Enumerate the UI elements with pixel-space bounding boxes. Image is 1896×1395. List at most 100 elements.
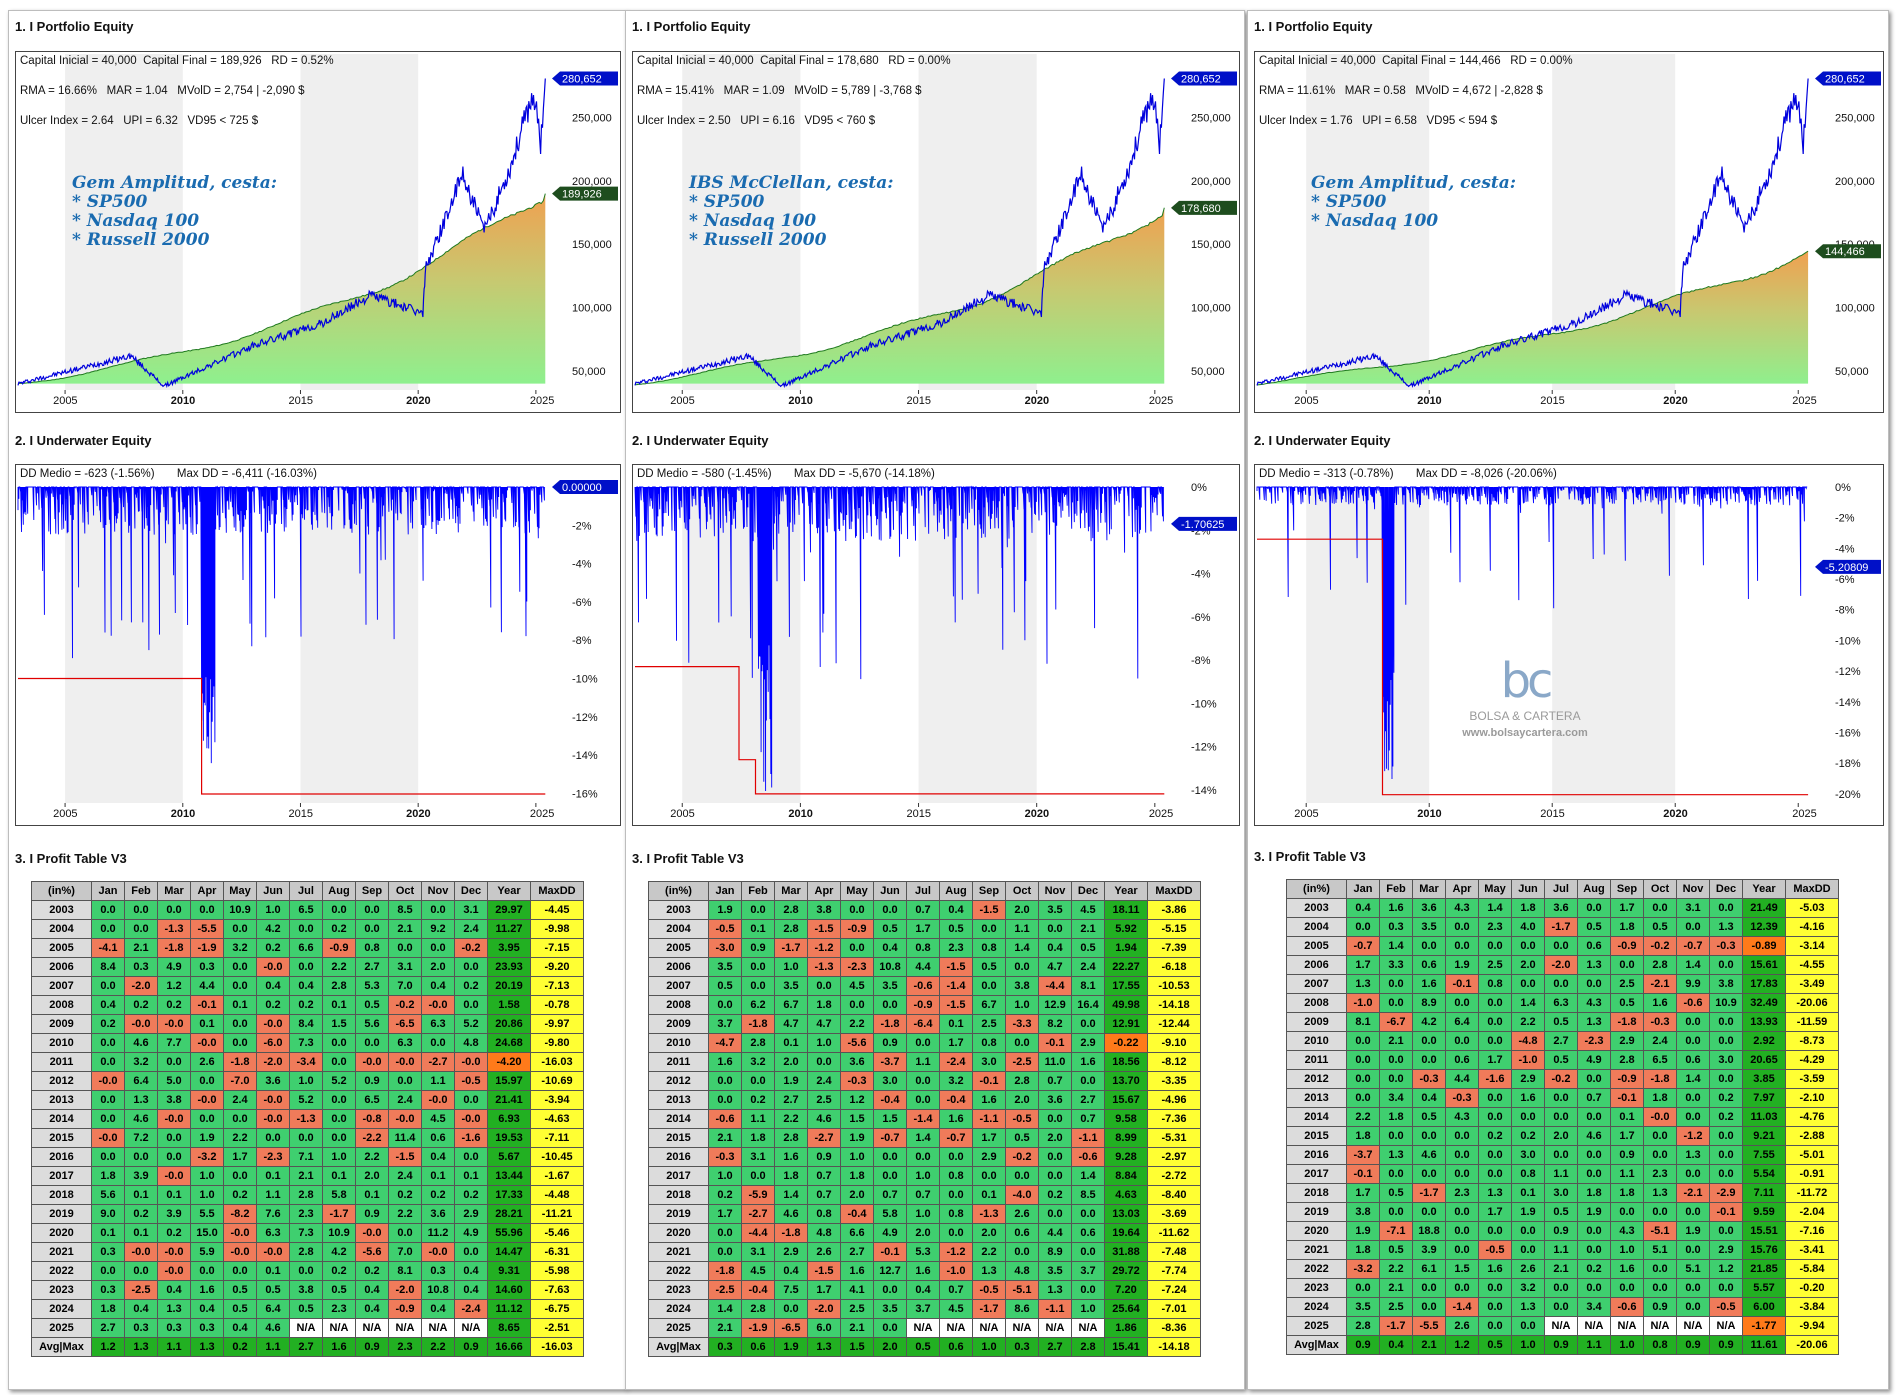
value-cell: 0.0	[741, 957, 775, 977]
value-cell: 0.6	[1577, 936, 1611, 956]
value-cell: 2.8	[1610, 1050, 1644, 1070]
equity-stat-line: Ulcer Index = 1.76 UPI = 6.58 VD95 < 594…	[1259, 115, 1498, 127]
value-cell: 5.2	[289, 1090, 323, 1110]
value-cell: -7.48	[1147, 1242, 1201, 1262]
value-cell: 0.9	[1544, 1221, 1578, 1241]
value-cell: 1.3	[1511, 1297, 1545, 1317]
footer-cell: 1.1	[1577, 1335, 1611, 1355]
value-cell: 0.0	[873, 1147, 907, 1167]
value-cell: -5.03	[1785, 898, 1839, 918]
value-cell: -0.5	[972, 1280, 1006, 1300]
value-cell: 3.6	[840, 1052, 874, 1072]
value-cell: 15.97	[487, 1071, 531, 1091]
equity-x-tick: 2025	[1149, 395, 1173, 407]
benchmark-line	[634, 78, 1165, 389]
value-cell: 0.0	[1610, 955, 1644, 975]
underwater-x-tick: 2015	[288, 808, 312, 820]
value-cell: 1.6	[906, 1261, 940, 1281]
underwater-x-tick: 2015	[907, 808, 931, 820]
value-cell: 18.8	[1412, 1221, 1446, 1241]
value-cell: -1.2	[939, 1242, 973, 1262]
year-label-cell: 2008	[1286, 993, 1347, 1013]
year-label-cell: 2013	[648, 1090, 709, 1110]
value-cell: -5.5	[1412, 1316, 1446, 1336]
footer-cell: 0.5	[906, 1337, 940, 1357]
value-cell: 0.0	[1478, 1221, 1512, 1241]
value-cell: -4.4	[741, 1223, 775, 1243]
equity-line	[634, 207, 1165, 386]
value-cell: 4.0	[1511, 917, 1545, 937]
drawdown-last-value-badge: -5.20809	[1815, 559, 1881, 574]
value-cell: 6.4	[124, 1071, 158, 1091]
value-cell: 1.4	[708, 1299, 742, 1319]
year-label-cell: 2010	[1286, 1031, 1347, 1051]
value-cell: 6.7	[972, 995, 1006, 1015]
value-cell: 0.0	[223, 957, 257, 977]
value-cell: 4.4	[190, 976, 224, 996]
value-cell: 3.9	[124, 1166, 158, 1186]
value-cell: 1.6	[1071, 1052, 1105, 1072]
value-cell: 2.5	[972, 1014, 1006, 1034]
value-cell: 0.0	[223, 976, 257, 996]
value-cell: -5.1	[1005, 1280, 1039, 1300]
value-cell: 2.2	[774, 1109, 808, 1129]
benchmark-last-value-badge: 280,652	[1815, 71, 1881, 86]
year-label-cell: 2005	[31, 938, 92, 958]
value-cell: -0.1	[1445, 974, 1479, 994]
value-cell: 2.1	[708, 1128, 742, 1148]
value-cell: 1.4	[1511, 993, 1545, 1013]
value-cell: -4.76	[1785, 1107, 1839, 1127]
table-row: 2010 0.0 4.6 7.7 -0.0 0.0 -6.0 7.3 0.0 0.0 6.3 0.0 4…	[31, 1033, 584, 1053]
value-cell: 0.0	[1038, 1204, 1072, 1224]
value-cell: 3.6	[1412, 898, 1446, 918]
value-cell: 0.0	[1412, 1050, 1446, 1070]
value-cell: 5.57	[1742, 1278, 1786, 1298]
value-cell: 1.4	[1005, 938, 1039, 958]
header-cell: Sep	[972, 881, 1006, 901]
value-cell: 2.5	[1379, 1297, 1413, 1317]
value-cell: 0.6	[1412, 955, 1446, 975]
value-cell: -3.7	[1346, 1145, 1380, 1165]
drawdown-line	[17, 485, 545, 764]
value-cell: 6.2	[741, 995, 775, 1015]
value-cell: 3.5	[708, 957, 742, 977]
value-cell: -5.98	[530, 1261, 584, 1281]
value-cell: 7.55	[1742, 1145, 1786, 1165]
header-cell: Aug	[1577, 879, 1611, 899]
value-cell: 0.3	[91, 1242, 125, 1262]
value-cell: -3.14	[1785, 936, 1839, 956]
value-cell: -6.0	[256, 1033, 290, 1053]
value-cell: -1.7	[1379, 1316, 1413, 1336]
value-cell: 1.5	[1445, 1259, 1479, 1279]
footer-cell: 2.3	[388, 1337, 422, 1357]
value-cell: 12.39	[1742, 917, 1786, 937]
value-cell: -0.0	[190, 1033, 224, 1053]
value-cell: 0.1	[741, 919, 775, 939]
value-cell: 3.6	[1038, 1090, 1072, 1110]
value-cell: 0.0	[223, 1033, 257, 1053]
equity-y-tick: 50,000	[1835, 366, 1869, 378]
underwater-x-tick: 2025	[530, 808, 554, 820]
value-cell: 1.1	[1544, 1164, 1578, 1184]
underwater-y-tick: -12%	[1835, 666, 1861, 678]
value-cell: 0.9	[807, 1147, 841, 1167]
value-cell: -0.1	[873, 1242, 907, 1262]
table-row: 2021 0.3 -0.0 -0.0 5.9 -0.0 -0.0 2.8 4.2 -5.6 7.0-…	[31, 1242, 584, 1262]
value-cell: 0.2	[1038, 1185, 1072, 1205]
year-label-cell: 2007	[31, 976, 92, 996]
footer-cell: 0.8	[1643, 1335, 1677, 1355]
value-cell: 1.1	[1544, 1240, 1578, 1260]
value-cell: 3.5	[873, 1299, 907, 1319]
table-row: 2023 -2.5 -0.4 7.5 1.7 4.1 0.0 0.4 0.7 -0.5 -5.1 1.…	[648, 1280, 1201, 1300]
equity-y-tick: 200,000	[1191, 176, 1231, 188]
value-cell: 0.0	[1577, 974, 1611, 994]
table-row: 2022 -3.2 2.2 6.1 1.5 1.6 2.6 2.1 0.2 1.6 0.0 5.1 1.…	[1286, 1259, 1839, 1279]
value-cell: -1.8	[157, 938, 191, 958]
value-cell: -0.3	[840, 1071, 874, 1091]
value-cell: -1.5	[807, 1261, 841, 1281]
value-cell: -2.5	[124, 1280, 158, 1300]
value-cell: -1.1	[972, 1109, 1006, 1129]
value-cell: 1.9	[1511, 1202, 1545, 1222]
year-label-cell: 2021	[31, 1242, 92, 1262]
table-row: 2022 0.0 0.0 -0.0 0.0 0.0 0.1 0.0 0.2 0.2 8.1 0.3 0.…	[31, 1261, 584, 1281]
